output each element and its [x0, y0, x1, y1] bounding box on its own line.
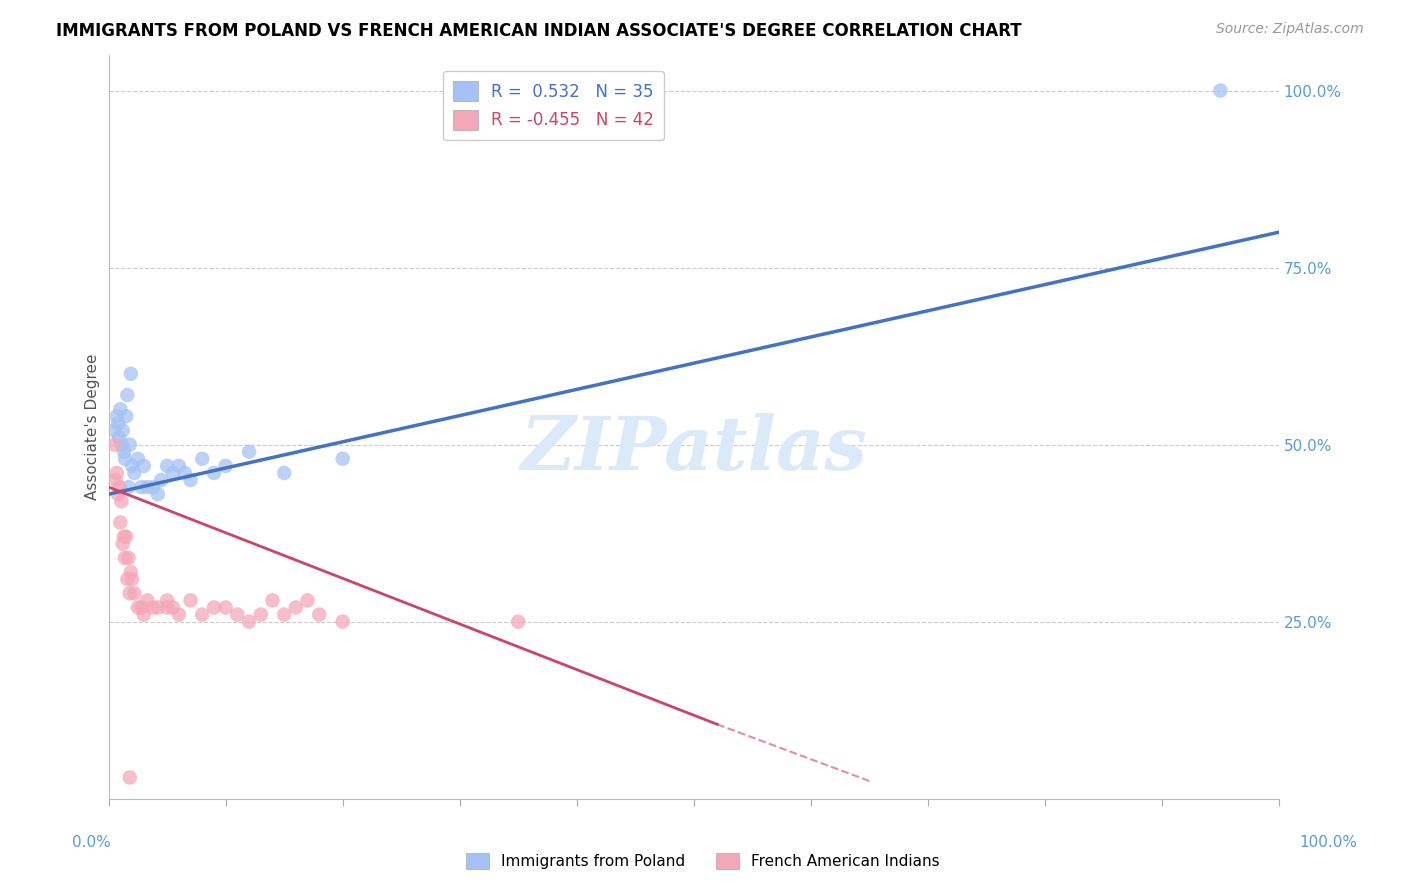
- Point: [162, 600, 184, 615]
- Point: [191, 451, 214, 466]
- Text: ZIPatlas: ZIPatlas: [520, 413, 868, 485]
- Point: [142, 600, 165, 615]
- Point: [508, 615, 530, 629]
- Point: [180, 593, 202, 607]
- Point: [120, 367, 142, 381]
- Point: [103, 437, 125, 451]
- Point: [108, 480, 131, 494]
- Point: [112, 444, 135, 458]
- Point: [121, 458, 143, 473]
- Point: [202, 600, 225, 615]
- Point: [110, 494, 132, 508]
- Point: [297, 593, 319, 607]
- Point: [112, 530, 135, 544]
- Point: [146, 487, 169, 501]
- Point: [105, 466, 128, 480]
- Text: Source: ZipAtlas.com: Source: ZipAtlas.com: [1216, 22, 1364, 37]
- Point: [115, 409, 138, 424]
- Point: [115, 530, 138, 544]
- Point: [107, 487, 129, 501]
- Point: [150, 473, 173, 487]
- Legend: Immigrants from Poland, French American Indians: Immigrants from Poland, French American …: [460, 847, 946, 875]
- Point: [124, 586, 146, 600]
- Text: 0.0%: 0.0%: [72, 836, 111, 850]
- Point: [167, 458, 190, 473]
- Point: [173, 466, 195, 480]
- Point: [202, 466, 225, 480]
- Point: [284, 600, 307, 615]
- Point: [180, 473, 202, 487]
- Point: [132, 458, 155, 473]
- Point: [132, 607, 155, 622]
- Point: [124, 466, 146, 480]
- Point: [118, 437, 141, 451]
- Point: [117, 550, 139, 565]
- Point: [226, 607, 249, 622]
- Point: [120, 565, 142, 579]
- Point: [107, 417, 129, 431]
- Point: [136, 480, 159, 494]
- Point: [332, 451, 354, 466]
- Point: [127, 600, 149, 615]
- Point: [191, 607, 214, 622]
- Point: [114, 451, 136, 466]
- Point: [156, 458, 179, 473]
- Point: [131, 600, 153, 615]
- Point: [214, 600, 236, 615]
- Point: [142, 480, 165, 494]
- Point: [117, 480, 139, 494]
- Point: [118, 586, 141, 600]
- Text: 100.0%: 100.0%: [1299, 836, 1358, 850]
- Point: [117, 388, 139, 402]
- Point: [118, 771, 141, 785]
- Point: [114, 550, 136, 565]
- Point: [162, 466, 184, 480]
- Point: [131, 480, 153, 494]
- Point: [273, 466, 295, 480]
- Point: [1209, 84, 1232, 98]
- Text: IMMIGRANTS FROM POLAND VS FRENCH AMERICAN INDIAN ASSOCIATE'S DEGREE CORRELATION : IMMIGRANTS FROM POLAND VS FRENCH AMERICA…: [56, 22, 1022, 40]
- Point: [103, 424, 125, 438]
- Point: [110, 402, 132, 417]
- Point: [156, 600, 179, 615]
- Point: [214, 458, 236, 473]
- Y-axis label: Associate's Degree: Associate's Degree: [86, 353, 100, 500]
- Point: [249, 607, 271, 622]
- Point: [110, 437, 132, 451]
- Point: [238, 444, 260, 458]
- Point: [121, 572, 143, 586]
- Point: [104, 473, 127, 487]
- Point: [127, 451, 149, 466]
- Point: [273, 607, 295, 622]
- Point: [332, 615, 354, 629]
- Point: [110, 516, 132, 530]
- Point: [146, 600, 169, 615]
- Point: [111, 424, 134, 438]
- Point: [105, 409, 128, 424]
- Point: [262, 593, 284, 607]
- Point: [156, 593, 179, 607]
- Point: [238, 615, 260, 629]
- Point: [136, 593, 159, 607]
- Point: [108, 431, 131, 445]
- Point: [117, 572, 139, 586]
- Legend: R =  0.532   N = 35, R = -0.455   N = 42: R = 0.532 N = 35, R = -0.455 N = 42: [443, 70, 664, 140]
- Point: [308, 607, 330, 622]
- Point: [111, 537, 134, 551]
- Point: [167, 607, 190, 622]
